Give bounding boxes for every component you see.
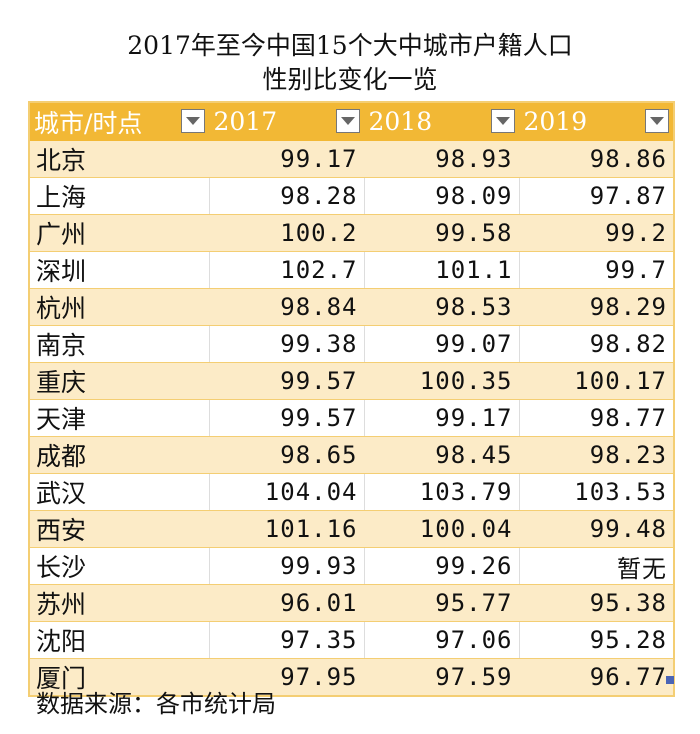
value-cell[interactable]: 103.79 (363, 473, 520, 511)
city-cell[interactable]: 杭州 (28, 288, 210, 326)
value-cell[interactable]: 100.35 (363, 362, 520, 400)
value-cell[interactable]: 97.87 (518, 177, 675, 215)
table-row: 南京 99.38 99.07 98.82 (28, 325, 675, 363)
value-cell[interactable]: 100.17 (518, 362, 675, 400)
city-cell[interactable]: 南京 (28, 325, 210, 363)
city-cell[interactable]: 深圳 (28, 251, 210, 289)
table-row: 成都 98.65 98.45 98.23 (28, 436, 675, 474)
value-cell[interactable]: 96.77 (518, 658, 675, 697)
value-cell[interactable]: 99.17 (363, 399, 520, 437)
city-cell[interactable]: 上海 (28, 177, 210, 215)
value-cell[interactable]: 95.28 (518, 621, 675, 659)
value-cell[interactable]: 98.93 (363, 140, 520, 178)
value-cell[interactable]: 98.86 (518, 140, 675, 178)
column-header-label: 2017 (213, 107, 278, 136)
column-header-label: 城市/时点 (34, 108, 143, 138)
value-cell[interactable]: 98.65 (208, 436, 365, 474)
sex-ratio-table: 城市/时点 2017 2018 2019 北京 99.17 98.93 98.86 上海 98.… (28, 101, 675, 697)
filter-dropdown-icon[interactable] (180, 109, 205, 133)
city-cell[interactable]: 成都 (28, 436, 210, 474)
city-cell[interactable]: 长沙 (28, 547, 210, 585)
value-cell[interactable]: 99.7 (518, 251, 675, 289)
value-cell[interactable]: 97.06 (363, 621, 520, 659)
value-cell[interactable]: 98.84 (208, 288, 365, 326)
value-cell[interactable]: 95.38 (518, 584, 675, 622)
value-cell[interactable]: 96.01 (208, 584, 365, 622)
value-cell[interactable]: 100.04 (363, 510, 520, 548)
value-cell[interactable]: 99.58 (363, 214, 520, 252)
value-cell[interactable]: 98.53 (363, 288, 520, 326)
column-header: 城市/时点 (28, 101, 210, 141)
filter-dropdown-icon[interactable] (490, 109, 515, 133)
column-header-label: 2018 (368, 107, 433, 136)
city-cell[interactable]: 西安 (28, 510, 210, 548)
value-cell[interactable]: 103.53 (518, 473, 675, 511)
value-cell[interactable]: 95.77 (363, 584, 520, 622)
value-cell[interactable]: 97.59 (363, 658, 520, 697)
value-cell[interactable]: 98.77 (518, 399, 675, 437)
value-cell[interactable]: 98.82 (518, 325, 675, 363)
table-title-line2: 性别比变化一览 (262, 65, 438, 94)
value-cell[interactable]: 100.2 (208, 214, 365, 252)
value-cell[interactable]: 暂无 (518, 547, 675, 585)
column-header-label: 2019 (523, 107, 588, 136)
city-cell[interactable]: 北京 (28, 140, 210, 178)
value-cell[interactable]: 99.93 (208, 547, 365, 585)
table-row: 天津 99.57 99.17 98.77 (28, 399, 675, 437)
data-source-note: 数据来源：各市统计局 (36, 690, 276, 718)
city-cell[interactable]: 重庆 (28, 362, 210, 400)
value-cell[interactable]: 99.48 (518, 510, 675, 548)
value-cell[interactable]: 98.29 (518, 288, 675, 326)
value-cell[interactable]: 98.23 (518, 436, 675, 474)
table-row: 厦门 97.95 97.59 96.77 (28, 658, 675, 697)
city-cell[interactable]: 厦门 (28, 658, 210, 697)
table-row: 上海 98.28 98.09 97.87 (28, 177, 675, 215)
value-cell[interactable]: 101.1 (363, 251, 520, 289)
table-row: 沈阳 97.35 97.06 95.28 (28, 621, 675, 659)
city-cell[interactable]: 天津 (28, 399, 210, 437)
value-cell[interactable]: 99.57 (208, 362, 365, 400)
city-cell[interactable]: 武汉 (28, 473, 210, 511)
value-cell[interactable]: 98.28 (208, 177, 365, 215)
table-row: 长沙 99.93 99.26 暂无 (28, 547, 675, 585)
city-cell[interactable]: 广州 (28, 214, 210, 252)
value-cell[interactable]: 98.09 (363, 177, 520, 215)
city-cell[interactable]: 沈阳 (28, 621, 210, 659)
value-cell[interactable]: 98.45 (363, 436, 520, 474)
table-row: 苏州 96.01 95.77 95.38 (28, 584, 675, 622)
city-cell[interactable]: 苏州 (28, 584, 210, 622)
value-cell[interactable]: 99.38 (208, 325, 365, 363)
value-cell[interactable]: 99.07 (363, 325, 520, 363)
table-row: 北京 99.17 98.93 98.86 (28, 140, 675, 178)
column-header: 2017 (208, 101, 365, 141)
table-row: 杭州 98.84 98.53 98.29 (28, 288, 675, 326)
table-resize-handle[interactable] (666, 676, 674, 684)
column-header: 2019 (518, 101, 675, 141)
value-cell[interactable]: 99.26 (363, 547, 520, 585)
value-cell[interactable]: 99.17 (208, 140, 365, 178)
column-header: 2018 (363, 101, 520, 141)
value-cell[interactable]: 99.57 (208, 399, 365, 437)
table-row: 深圳 102.7 101.1 99.7 (28, 251, 675, 289)
table-row: 西安 101.16 100.04 99.48 (28, 510, 675, 548)
filter-dropdown-icon[interactable] (645, 109, 669, 133)
value-cell[interactable]: 99.2 (518, 214, 675, 252)
table-row: 广州 100.2 99.58 99.2 (28, 214, 675, 252)
table-title-line1: 2017年至今中国15个大中城市户籍人口 (127, 31, 573, 60)
value-cell[interactable]: 102.7 (208, 251, 365, 289)
filter-dropdown-icon[interactable] (335, 109, 360, 133)
table-row: 重庆 99.57 100.35 100.17 (28, 362, 675, 400)
value-cell[interactable]: 97.35 (208, 621, 365, 659)
value-cell[interactable]: 101.16 (208, 510, 365, 548)
table-row: 武汉 104.04 103.79 103.53 (28, 473, 675, 511)
value-cell[interactable]: 104.04 (208, 473, 365, 511)
